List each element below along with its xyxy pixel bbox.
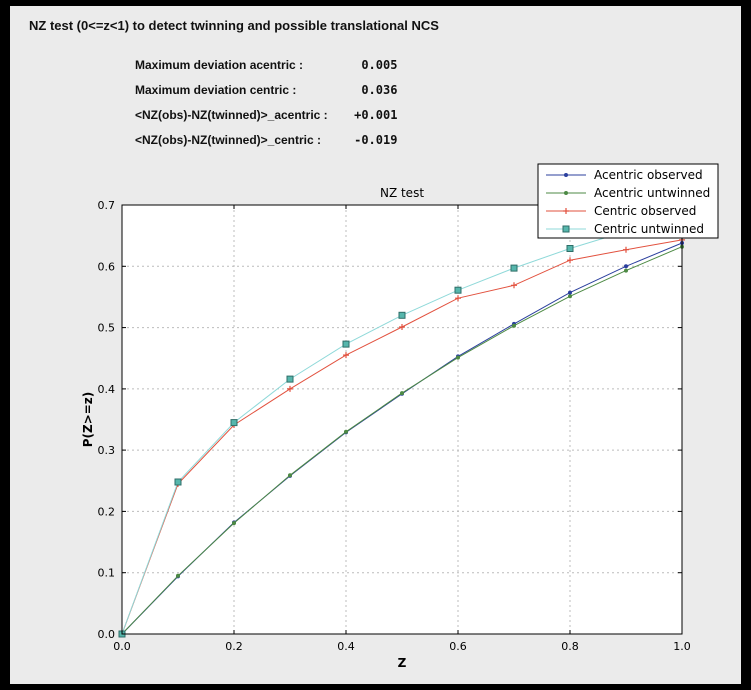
- x-tick-label: 0.4: [337, 640, 355, 653]
- y-tick-label: 0.5: [98, 322, 116, 335]
- plot-title: NZ test: [380, 186, 424, 200]
- stat-value: -0.019: [354, 133, 398, 147]
- legend-entry-label: Acentric observed: [594, 168, 703, 182]
- x-tick-label: 1.0: [673, 640, 691, 653]
- y-tick-label: 0.1: [98, 567, 116, 580]
- x-tick-label: 0.2: [225, 640, 243, 653]
- stat-label: <NZ(obs)-NZ(twinned)>_acentric :: [135, 108, 328, 122]
- y-tick-label: 0.3: [98, 444, 116, 457]
- x-tick-label: 0.6: [449, 640, 467, 653]
- nz-test-chart: 0.0 0.2 0.4 0.6 0.8 1.0 0.0 0.1 0.2 0.3 0.4 0.5 0.6 0…: [81, 163, 719, 670]
- legend-entry-label: Acentric untwinned: [594, 186, 710, 200]
- y-tick-label: 0.0: [98, 628, 116, 641]
- stat-label: Maximum deviation centric :: [135, 83, 297, 97]
- stat-row: Maximum deviation centric : 0.036: [135, 77, 397, 102]
- stat-label: Maximum deviation acentric :: [135, 58, 304, 72]
- axes-frame: [121, 204, 683, 635]
- plot-area: [122, 205, 682, 634]
- stat-value: 0.036: [361, 83, 398, 97]
- stat-row: Maximum deviation acentric : 0.005: [135, 52, 397, 77]
- legend: Acentric observed Acentric untwinned Centr…: [537, 163, 719, 239]
- x-axis-label: Z: [398, 656, 407, 670]
- stat-value: +0.001: [354, 108, 398, 122]
- y-tick-label: 0.6: [98, 260, 116, 273]
- stat-label: <NZ(obs)-NZ(twinned)>_centric :: [135, 133, 322, 147]
- legend-entry-label: Centric observed: [594, 204, 696, 218]
- x-tick-label: 0.0: [113, 640, 131, 653]
- y-axis-label: P(Z>=z): [81, 392, 95, 448]
- legend-entry-label: Centric untwinned: [594, 222, 704, 236]
- stats-block: Maximum deviation acentric : 0.005 Maxim…: [135, 52, 397, 152]
- y-tick-label: 0.2: [98, 505, 116, 518]
- x-tick-label: 0.8: [561, 640, 579, 653]
- y-tick-label: 0.4: [98, 383, 116, 396]
- stat-row: <NZ(obs)-NZ(twinned)>_centric : -0.019: [135, 127, 397, 152]
- nz-test-panel: 0.0 0.2 0.4 0.6 0.8 1.0 0.0 0.1 0.2 0.3 0.4 0.5 0.6 0…: [10, 6, 741, 684]
- stat-row: <NZ(obs)-NZ(twinned)>_acentric : +0.001: [135, 102, 397, 127]
- y-tick-label: 0.7: [98, 199, 116, 212]
- page-title: NZ test (0<=z<1) to detect twinning and …: [29, 18, 439, 33]
- stat-value: 0.005: [361, 58, 398, 72]
